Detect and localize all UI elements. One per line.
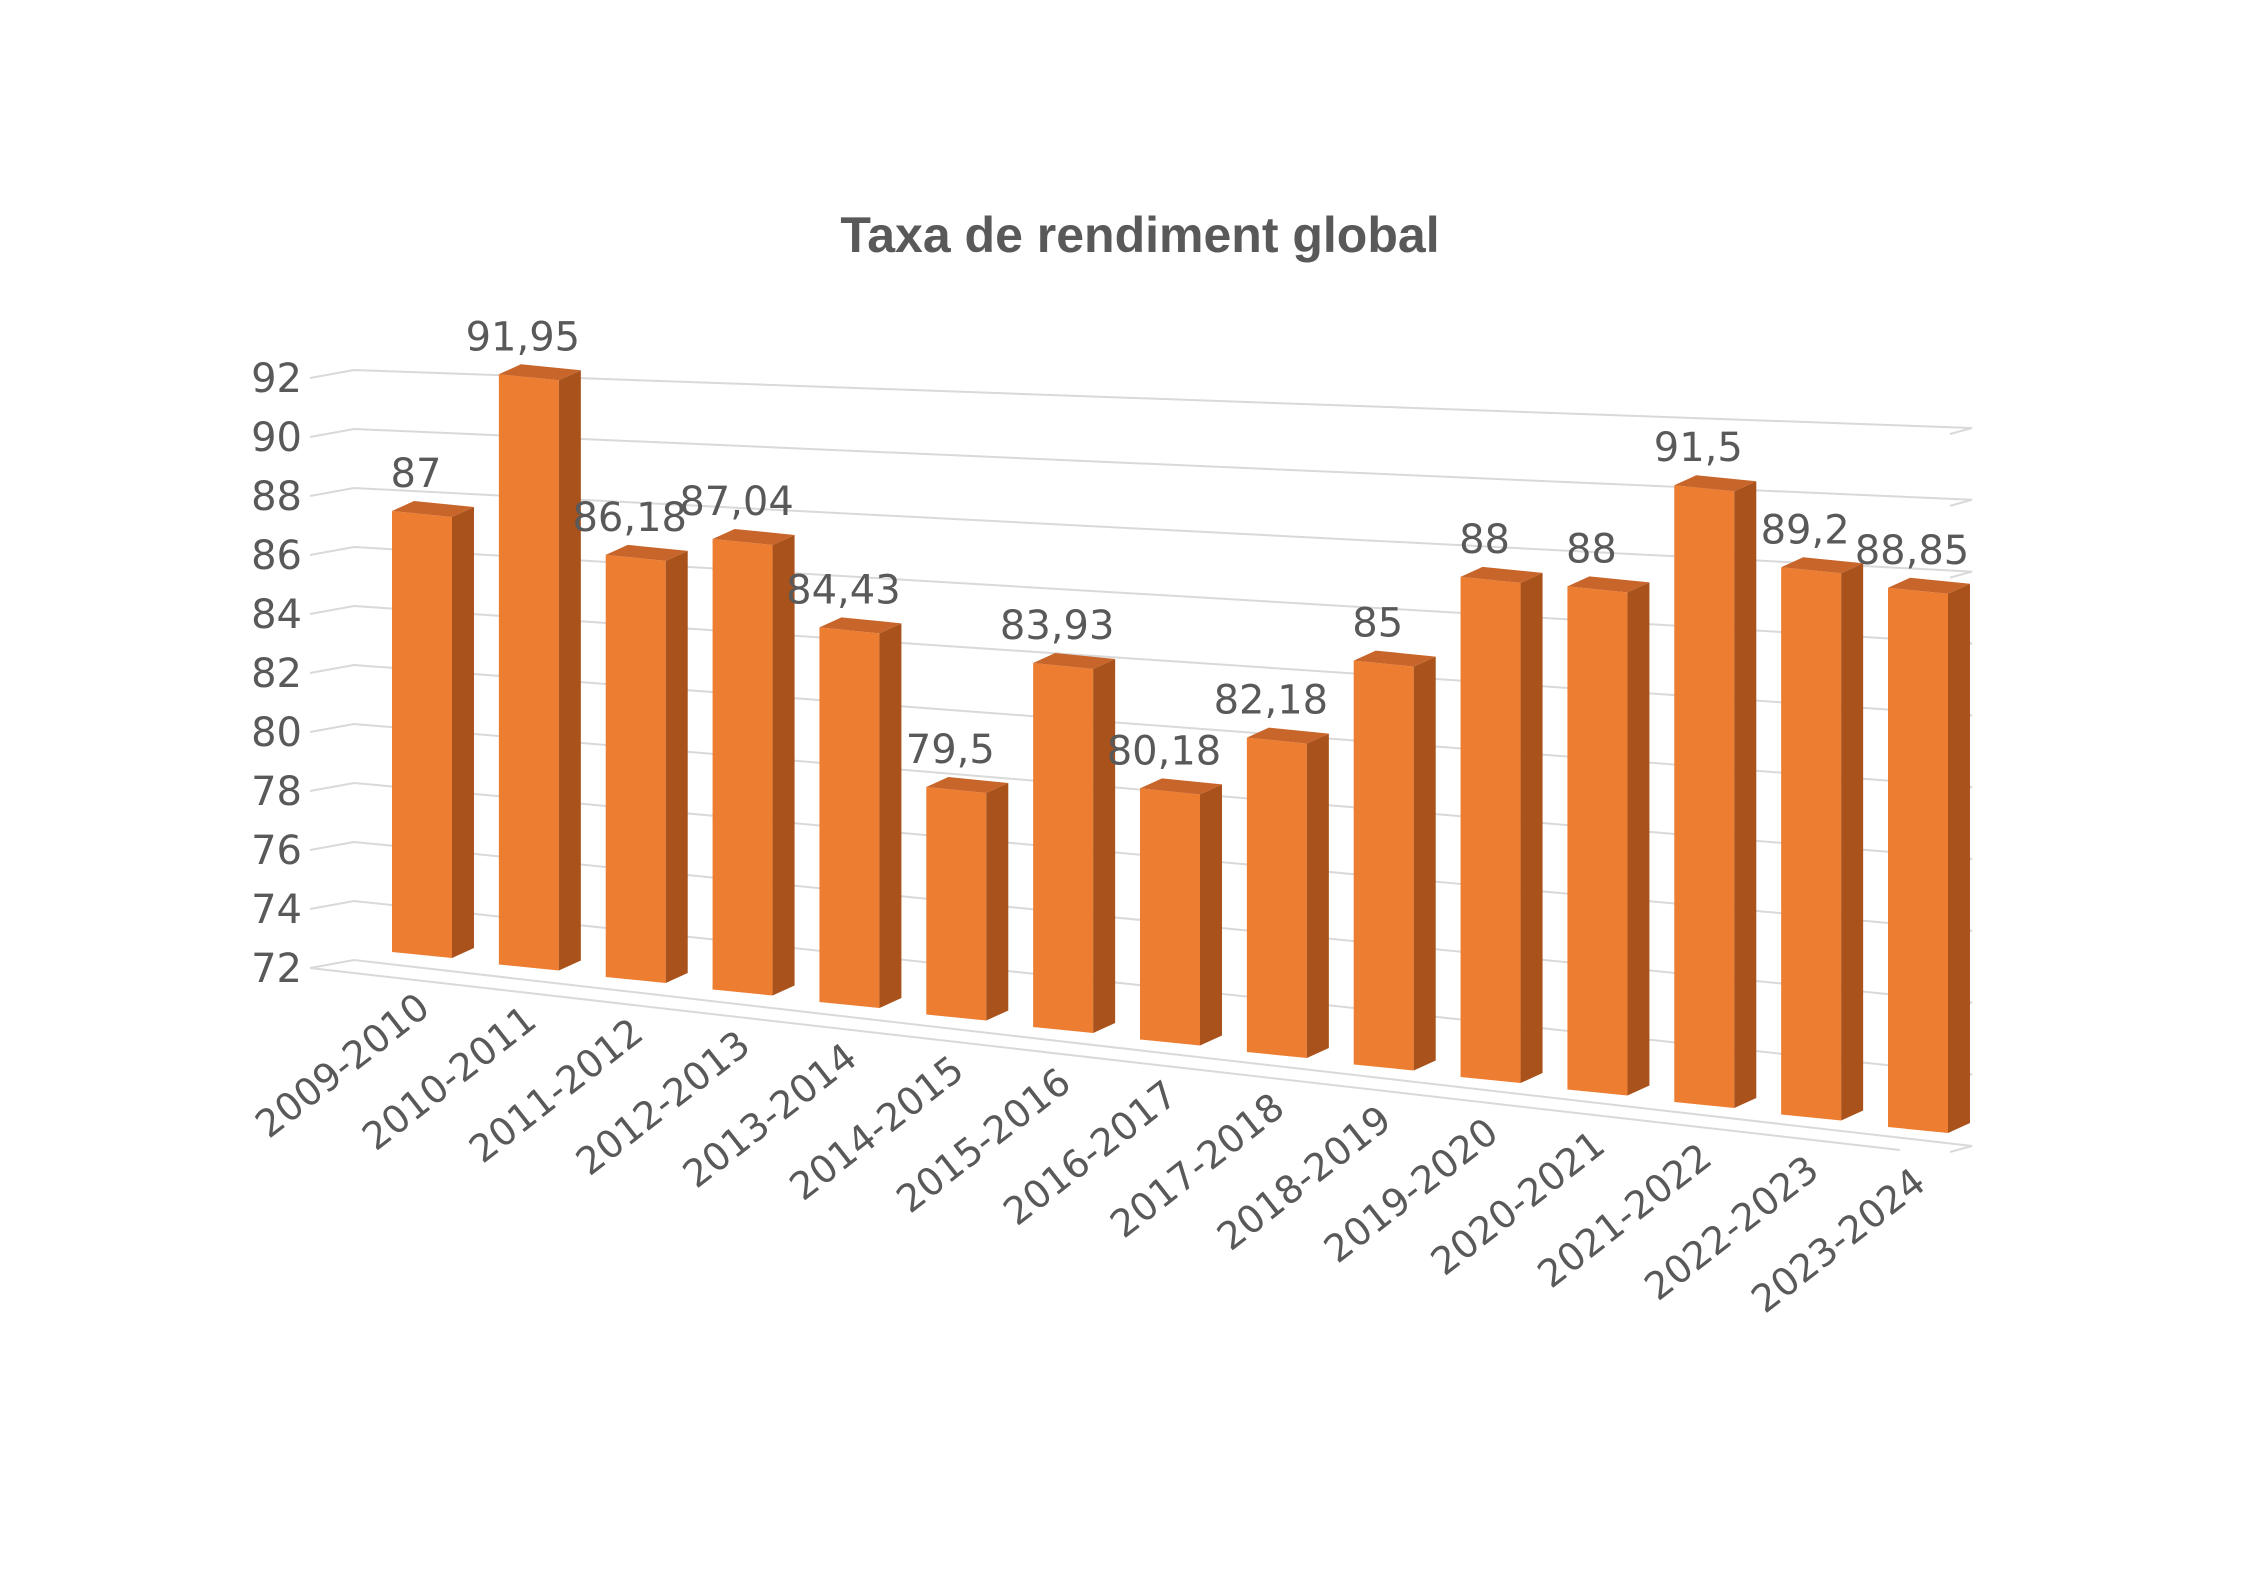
bar bbox=[605, 544, 688, 983]
data-label: 88,85 bbox=[1855, 528, 1970, 574]
bar-side bbox=[1627, 582, 1650, 1096]
bar-side bbox=[1841, 563, 1864, 1121]
data-label: 79,5 bbox=[906, 727, 995, 773]
y-tick-label: 90 bbox=[251, 415, 302, 461]
bar-side bbox=[1413, 656, 1436, 1071]
bar bbox=[1353, 650, 1436, 1071]
bar bbox=[712, 528, 795, 996]
bar-front bbox=[605, 554, 666, 983]
bar-side bbox=[1093, 658, 1116, 1033]
bars bbox=[392, 364, 1970, 1133]
bar-side bbox=[665, 550, 688, 983]
bar-front bbox=[712, 538, 773, 996]
bar-top bbox=[1567, 576, 1650, 593]
chart-title: Taxa de rendiment global bbox=[840, 207, 1439, 263]
bar-top bbox=[712, 528, 795, 545]
data-label: 87,04 bbox=[679, 479, 794, 525]
bar bbox=[498, 364, 581, 971]
y-tick-label: 74 bbox=[251, 887, 302, 933]
bar bbox=[819, 617, 902, 1008]
bar bbox=[1888, 577, 1970, 1133]
y-tick-label: 72 bbox=[251, 946, 302, 992]
data-label: 86,18 bbox=[572, 495, 687, 541]
y-tick-label: 80 bbox=[251, 710, 302, 756]
bar-side bbox=[986, 783, 1009, 1021]
bar-top bbox=[1246, 727, 1329, 744]
bar-top bbox=[1460, 566, 1543, 583]
data-label: 83,93 bbox=[1000, 603, 1115, 649]
bar-side bbox=[1734, 481, 1757, 1108]
data-label: 82,18 bbox=[1214, 678, 1329, 724]
data-label: 85 bbox=[1352, 601, 1403, 647]
gridline bbox=[309, 427, 1973, 507]
bar-side bbox=[1948, 583, 1970, 1133]
bar-front bbox=[1888, 587, 1948, 1133]
bar-side bbox=[558, 370, 581, 971]
bar bbox=[1781, 557, 1864, 1121]
bar-front bbox=[926, 787, 987, 1021]
bar-front bbox=[1460, 576, 1521, 1083]
data-label: 87 bbox=[391, 451, 442, 497]
bar-top bbox=[605, 544, 688, 561]
bar-side bbox=[772, 534, 795, 996]
bar-front bbox=[1033, 662, 1094, 1033]
y-tick-label: 84 bbox=[251, 592, 302, 638]
bar-front bbox=[1353, 660, 1414, 1071]
y-tick-label: 76 bbox=[251, 828, 302, 874]
bar-top bbox=[498, 364, 581, 381]
y-tick-label: 78 bbox=[251, 769, 302, 815]
data-label: 80,18 bbox=[1107, 728, 1222, 774]
bar-top bbox=[392, 501, 474, 517]
bar-side bbox=[452, 507, 474, 958]
bar bbox=[392, 501, 474, 958]
bar-front bbox=[498, 374, 559, 971]
bar-side bbox=[1200, 784, 1222, 1046]
gridline bbox=[309, 958, 1973, 1153]
bar-front bbox=[1246, 737, 1307, 1058]
bar-side bbox=[1306, 733, 1329, 1058]
bar bbox=[1567, 576, 1650, 1096]
gridline bbox=[309, 486, 1973, 579]
bar-front bbox=[1140, 788, 1200, 1046]
bar-front bbox=[392, 511, 452, 958]
data-label: 89,2 bbox=[1761, 507, 1850, 553]
bar bbox=[1460, 566, 1543, 1083]
data-label: 88 bbox=[1459, 517, 1510, 563]
bar bbox=[1674, 475, 1757, 1108]
bar-top bbox=[1781, 557, 1864, 574]
gridline bbox=[309, 368, 1973, 435]
bar-top bbox=[926, 777, 1009, 794]
bar-top bbox=[819, 617, 902, 634]
y-axis-ticks: 72 74 76 78 80 82 84 86 88 90 92 bbox=[251, 356, 302, 992]
bar bbox=[1246, 727, 1329, 1058]
bar-side bbox=[1520, 572, 1543, 1083]
bar-front bbox=[1674, 485, 1735, 1108]
bar-front bbox=[819, 627, 880, 1008]
y-tick-label: 82 bbox=[251, 651, 302, 697]
data-label: 91,95 bbox=[466, 314, 581, 360]
data-label: 84,43 bbox=[786, 567, 901, 613]
bar-front bbox=[1567, 586, 1628, 1096]
bar-top bbox=[1033, 652, 1116, 669]
y-tick-label: 86 bbox=[251, 533, 302, 579]
bar bbox=[1140, 778, 1222, 1046]
y-tick-label: 88 bbox=[251, 474, 302, 520]
bar-top bbox=[1353, 650, 1436, 667]
bar-top bbox=[1888, 577, 1970, 594]
floor-line bbox=[309, 967, 1901, 1151]
y-tick-label: 92 bbox=[251, 356, 302, 402]
bar-front bbox=[1781, 567, 1842, 1121]
bar bbox=[926, 777, 1009, 1021]
bar-side bbox=[879, 623, 902, 1008]
bar-top bbox=[1140, 778, 1222, 795]
bar-top bbox=[1674, 475, 1757, 492]
bar bbox=[1033, 652, 1116, 1033]
data-label: 91,5 bbox=[1654, 425, 1743, 471]
data-label: 88 bbox=[1566, 526, 1617, 572]
